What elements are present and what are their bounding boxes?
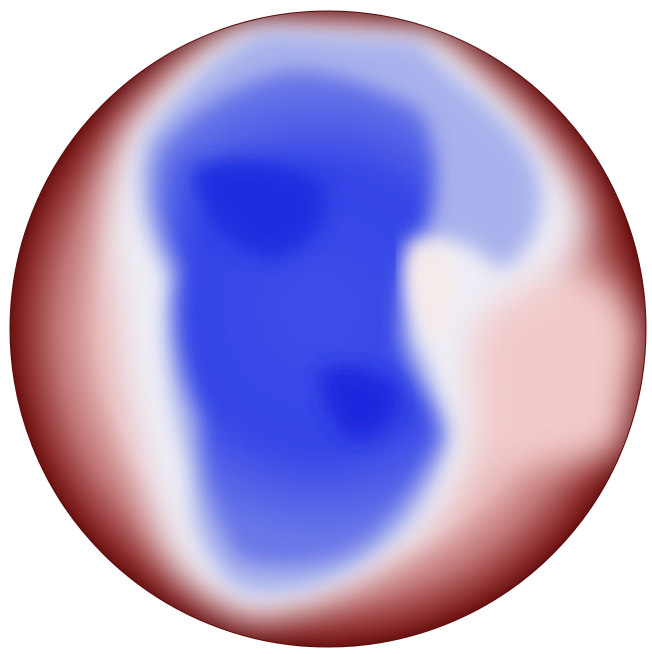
- map-border: [9, 10, 647, 648]
- deep-patch: [320, 366, 400, 440]
- deep-patch: [190, 159, 327, 260]
- map-field: [10, 11, 646, 647]
- notch: [405, 239, 456, 347]
